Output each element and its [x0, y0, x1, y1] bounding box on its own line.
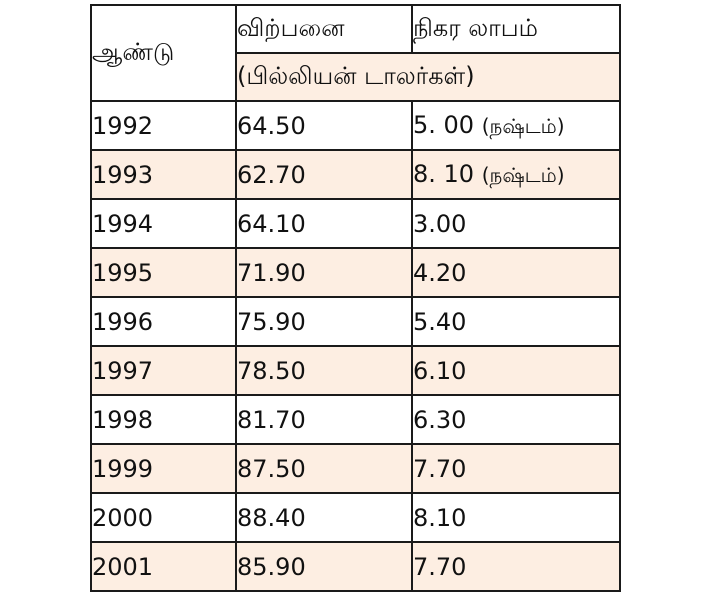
- year-cell: 1993: [90, 149, 237, 200]
- year-cell: 1995: [90, 247, 237, 298]
- net-profit-cell: 5. 00 (நஷ்டம்): [411, 100, 621, 151]
- year-cell: 1996: [90, 296, 237, 347]
- year-cell: 1999: [90, 443, 237, 494]
- table-row: 1995 71.90 4.20: [90, 247, 621, 298]
- sales-cell: 62.70: [235, 149, 413, 200]
- year-cell: 1998: [90, 394, 237, 445]
- net-profit-value: 8.10: [413, 503, 467, 532]
- year-cell: 1992: [90, 100, 237, 151]
- net-profit-cell: 8.10: [411, 492, 621, 543]
- net-profit-value: 3.00: [413, 209, 467, 238]
- loss-note: (நஷ்டம்): [481, 162, 565, 187]
- table-row: 2000 88.40 8.10: [90, 492, 621, 543]
- sales-cell: 87.50: [235, 443, 413, 494]
- year-cell: 2000: [90, 492, 237, 543]
- table-row: 1996 75.90 5.40: [90, 296, 621, 347]
- net-profit-value: 7.70: [413, 552, 467, 581]
- year-cell: 1997: [90, 345, 237, 396]
- table-row: 1994 64.10 3.00: [90, 198, 621, 249]
- table-row: 2001 85.90 7.70: [90, 541, 621, 592]
- sales-cell: 81.70: [235, 394, 413, 445]
- net-profit-cell: 4.20: [411, 247, 621, 298]
- sales-cell: 85.90: [235, 541, 413, 592]
- net-profit-value: 8. 10: [413, 159, 475, 188]
- net-profit-value: 5.40: [413, 307, 467, 336]
- net-profit-cell: 7.70: [411, 443, 621, 494]
- sales-cell: 88.40: [235, 492, 413, 543]
- sales-cell: 78.50: [235, 345, 413, 396]
- table-row: 1998 81.70 6.30: [90, 394, 621, 445]
- net-profit-cell: 8. 10 (நஷ்டம்): [411, 149, 621, 200]
- sales-profit-table: ஆண்டு விற்பனை நிகர லாபம் (பில்லியன் டாலர…: [90, 4, 621, 592]
- net-profit-cell: 3.00: [411, 198, 621, 249]
- net-profit-cell: 5.40: [411, 296, 621, 347]
- net-profit-column-header: நிகர லாபம்: [411, 4, 621, 54]
- year-column-header: ஆண்டு: [90, 4, 237, 102]
- net-profit-value: 7.70: [413, 454, 467, 483]
- net-profit-value: 5. 00: [413, 110, 475, 139]
- net-profit-cell: 7.70: [411, 541, 621, 592]
- net-profit-value: 6.10: [413, 356, 467, 385]
- table-body: 1992 64.50 5. 00 (நஷ்டம்) 1993 62.70 8. 10 (ந…: [90, 100, 621, 592]
- sales-cell: 64.10: [235, 198, 413, 249]
- unit-header: (பில்லியன் டாலர்கள்): [235, 52, 621, 102]
- table-row: 1993 62.70 8. 10 (நஷ்டம்): [90, 149, 621, 200]
- loss-note: (நஷ்டம்): [481, 113, 565, 138]
- net-profit-cell: 6.30: [411, 394, 621, 445]
- net-profit-value: 4.20: [413, 258, 467, 287]
- year-cell: 1994: [90, 198, 237, 249]
- sales-column-header: விற்பனை: [235, 4, 413, 54]
- net-profit-cell: 6.10: [411, 345, 621, 396]
- table-row: 1992 64.50 5. 00 (நஷ்டம்): [90, 100, 621, 151]
- table-row: 1999 87.50 7.70: [90, 443, 621, 494]
- net-profit-value: 6.30: [413, 405, 467, 434]
- sales-cell: 64.50: [235, 100, 413, 151]
- sales-cell: 71.90: [235, 247, 413, 298]
- table-header: ஆண்டு விற்பனை நிகர லாபம் (பில்லியன் டாலர…: [90, 4, 621, 102]
- sales-cell: 75.90: [235, 296, 413, 347]
- year-cell: 2001: [90, 541, 237, 592]
- table-row: 1997 78.50 6.10: [90, 345, 621, 396]
